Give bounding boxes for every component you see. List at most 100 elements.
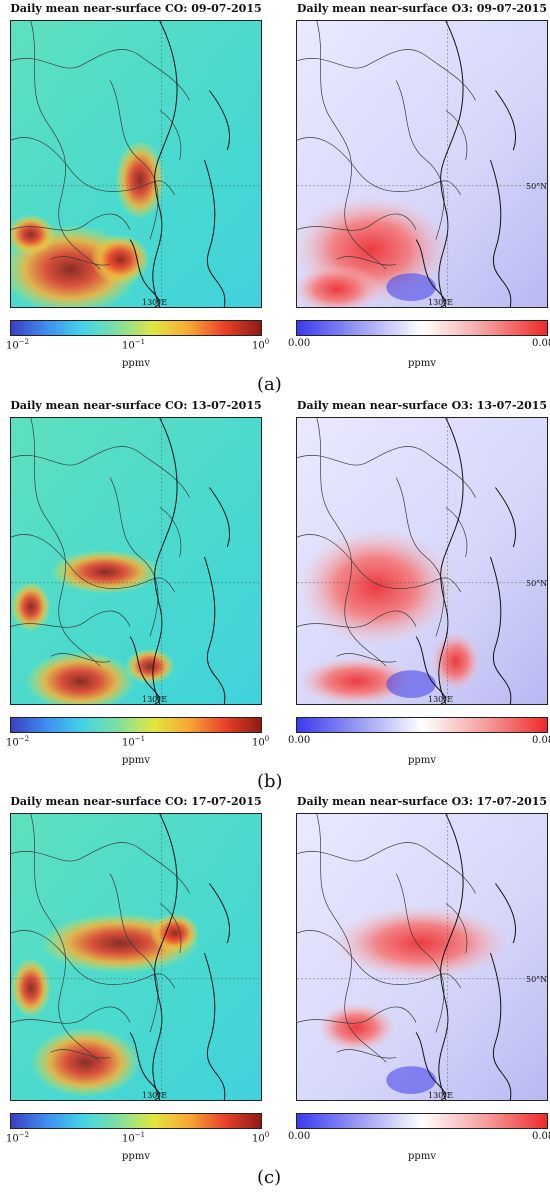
o3-concentration-map	[296, 813, 548, 1101]
coastline	[415, 239, 447, 307]
tick-base: 10	[252, 340, 265, 352]
tick-exponent: −1	[134, 735, 146, 743]
tick-exponent: 0	[264, 338, 270, 346]
concentration-hotspot	[297, 656, 417, 704]
concentration-hotspot	[115, 140, 165, 220]
concentration-hotspot	[25, 651, 135, 704]
panel-caption: (b)	[257, 771, 283, 792]
o3-colorbar-tick-max: 0.08	[532, 1131, 550, 1142]
co-colorbar-tick-mid: 10−1	[122, 338, 145, 351]
o3-longitude-label: 130°E	[428, 695, 454, 704]
country-border	[30, 418, 101, 667]
coastline	[489, 556, 512, 704]
country-border	[297, 49, 476, 101]
country-border	[50, 256, 111, 266]
tick-exponent: 0	[264, 735, 270, 743]
co-colorbar-tick-min: 10−2	[6, 1131, 29, 1144]
tick-exponent: −2	[18, 735, 30, 743]
tick-base: 10	[6, 737, 19, 749]
country-border	[50, 653, 111, 663]
panel-caption: (c)	[257, 1167, 282, 1188]
concentration-hotspot	[11, 214, 56, 255]
tick-exponent: −1	[134, 338, 146, 346]
co-colorbar	[10, 1113, 262, 1129]
coastline	[495, 883, 517, 944]
coastline	[495, 487, 517, 548]
co-map-title: Daily mean near-surface CO: 09-07-2015	[10, 2, 262, 15]
coastline	[203, 556, 226, 704]
country-border	[11, 49, 190, 101]
tick-base: 10	[122, 1133, 135, 1145]
country-border	[316, 418, 387, 667]
tick-base: 10	[122, 340, 135, 352]
country-border	[159, 507, 182, 558]
tick-exponent: −2	[18, 338, 30, 346]
co-map-title: Daily mean near-surface CO: 17-07-2015	[10, 795, 262, 808]
o3-longitude-label: 130°E	[428, 1091, 454, 1100]
country-border	[11, 842, 190, 894]
coastline	[203, 952, 226, 1100]
tick-exponent: −2	[18, 1131, 30, 1139]
country-border	[395, 873, 445, 1033]
tick-base: 10	[252, 1133, 265, 1145]
country-border	[109, 80, 159, 240]
country-border	[445, 110, 468, 161]
co-concentration-map	[10, 20, 262, 308]
coastline	[209, 487, 231, 548]
co-colorbar-tick-mid: 10−1	[122, 735, 145, 748]
co-longitude-label: 130°E	[142, 695, 168, 704]
concentration-hotspot	[430, 631, 481, 692]
country-border	[50, 1049, 111, 1059]
tick-exponent: 0	[264, 1131, 270, 1139]
country-border	[336, 256, 397, 266]
o3-colorbar-tick-max: 0.08	[532, 735, 550, 746]
country-border	[297, 842, 476, 894]
country-border	[297, 1006, 417, 1024]
coastline	[129, 239, 161, 307]
co-colorbar-tick-min: 10−2	[6, 338, 29, 351]
co-concentration-map	[10, 417, 262, 705]
low-concentration-area	[386, 273, 436, 302]
co-colorbar-tick-mid: 10−1	[122, 1131, 145, 1144]
country-border	[316, 814, 387, 1063]
concentration-hotspot	[297, 264, 382, 307]
co-concentration-map	[10, 813, 262, 1101]
o3-longitude-label: 130°E	[428, 298, 454, 307]
o3-colorbar	[296, 717, 548, 733]
o3-colorbar-tick-max: 0.08	[532, 338, 550, 349]
low-concentration-area	[386, 1066, 436, 1095]
country-border	[297, 534, 461, 592]
concentration-hotspot	[90, 234, 150, 285]
country-border	[159, 903, 182, 954]
o3-map-title: Daily mean near-surface O3: 13-07-2015	[296, 399, 548, 412]
country-border	[336, 1049, 397, 1059]
co-colorbar-tick-max: 100	[252, 338, 269, 351]
country-border	[30, 814, 101, 1063]
country-border	[395, 477, 445, 637]
o3-latitude-label: 50°N	[526, 975, 548, 984]
concentration-hotspot	[125, 648, 175, 685]
o3-map-title: Daily mean near-surface O3: 17-07-2015	[296, 795, 548, 808]
country-border	[297, 137, 461, 195]
country-border	[297, 930, 461, 988]
co-colorbar-tick-max: 100	[252, 1131, 269, 1144]
coastline	[438, 418, 464, 704]
country-border	[11, 930, 175, 988]
concentration-hotspot	[11, 581, 51, 632]
o3-latitude-label: 50°N	[526, 182, 548, 191]
country-border	[297, 610, 417, 628]
o3-colorbar	[296, 320, 548, 336]
concentration-hotspot	[316, 1002, 397, 1053]
co-colorbar	[10, 717, 262, 733]
coastline	[489, 159, 512, 307]
country-border	[11, 1006, 131, 1024]
o3-map-title: Daily mean near-surface O3: 09-07-2015	[296, 2, 548, 15]
country-border	[11, 534, 175, 592]
o3-colorbar-tick-min: 0.00	[288, 338, 311, 349]
coastline	[489, 952, 512, 1100]
o3-colorbar-tick-min: 0.00	[288, 735, 311, 746]
coastline	[152, 418, 178, 704]
country-border	[445, 507, 468, 558]
panel-caption: (a)	[257, 374, 282, 395]
country-border	[109, 873, 159, 1033]
